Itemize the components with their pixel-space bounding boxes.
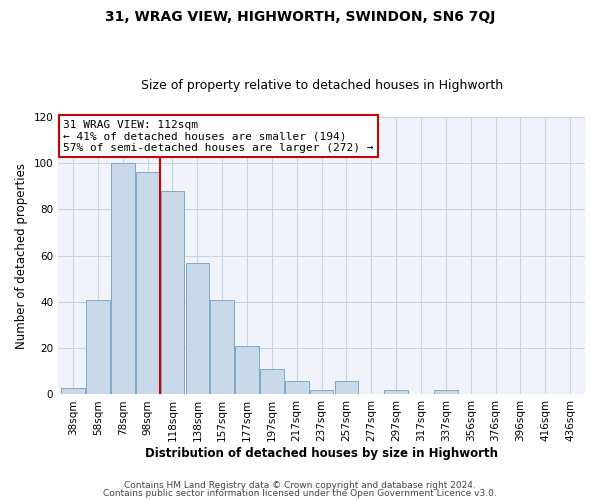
X-axis label: Distribution of detached houses by size in Highworth: Distribution of detached houses by size … <box>145 447 498 460</box>
Bar <box>335 380 358 394</box>
Bar <box>310 390 334 394</box>
Bar <box>385 390 408 394</box>
Bar <box>86 300 110 394</box>
Y-axis label: Number of detached properties: Number of detached properties <box>15 162 28 348</box>
Bar <box>111 163 134 394</box>
Text: 31 WRAG VIEW: 112sqm
← 41% of detached houses are smaller (194)
57% of semi-deta: 31 WRAG VIEW: 112sqm ← 41% of detached h… <box>64 120 374 153</box>
Bar <box>211 300 234 394</box>
Bar <box>235 346 259 395</box>
Text: Contains HM Land Registry data © Crown copyright and database right 2024.: Contains HM Land Registry data © Crown c… <box>124 481 476 490</box>
Bar <box>285 380 308 394</box>
Text: 31, WRAG VIEW, HIGHWORTH, SWINDON, SN6 7QJ: 31, WRAG VIEW, HIGHWORTH, SWINDON, SN6 7… <box>105 10 495 24</box>
Text: Contains public sector information licensed under the Open Government Licence v3: Contains public sector information licen… <box>103 488 497 498</box>
Bar <box>161 191 184 394</box>
Bar <box>260 369 284 394</box>
Bar <box>61 388 85 394</box>
Bar <box>136 172 160 394</box>
Bar <box>185 262 209 394</box>
Bar <box>434 390 458 394</box>
Title: Size of property relative to detached houses in Highworth: Size of property relative to detached ho… <box>140 79 503 92</box>
